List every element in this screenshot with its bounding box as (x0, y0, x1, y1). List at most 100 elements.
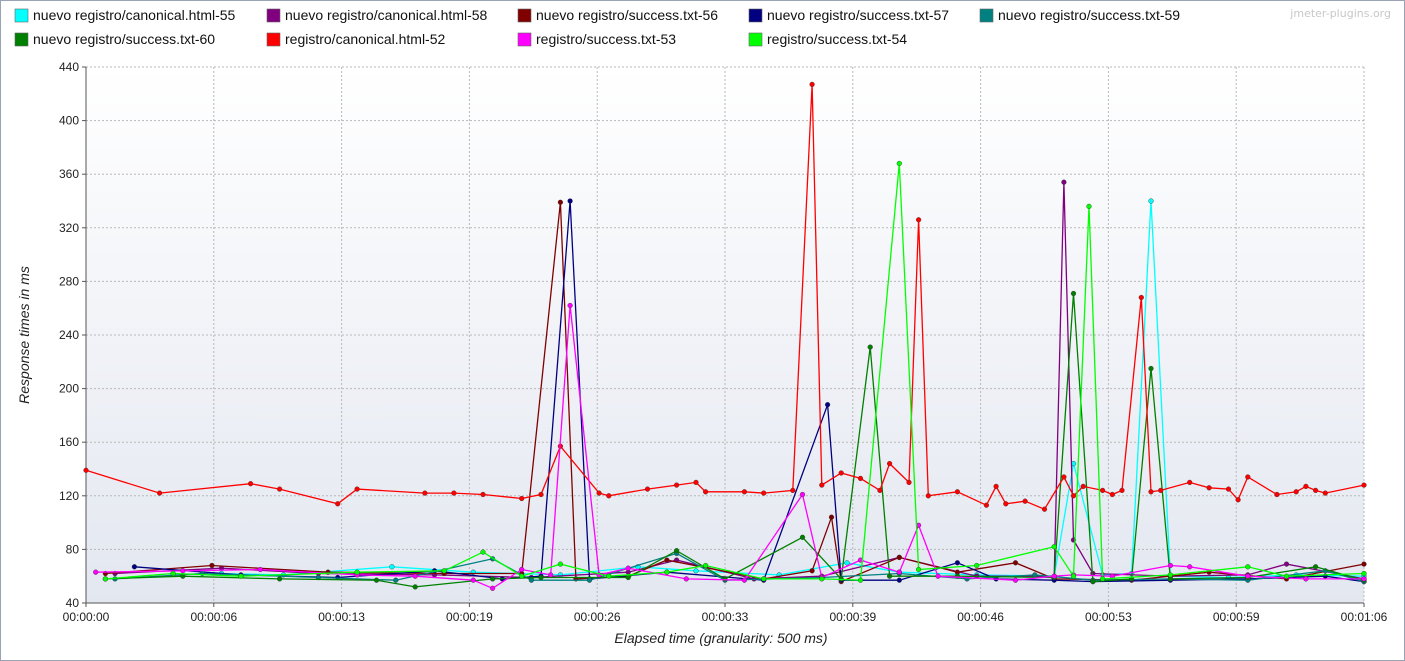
x-tick-label: 00:00:46 (957, 610, 1004, 624)
y-tick-label: 320 (59, 221, 79, 235)
data-point (248, 481, 254, 487)
data-point (702, 562, 709, 569)
y-tick-label: 160 (59, 435, 79, 449)
data-point (1206, 485, 1212, 491)
data-point (1361, 570, 1367, 577)
data-point (896, 577, 902, 583)
data-point (1003, 501, 1009, 507)
data-point (625, 565, 631, 571)
legend-swatch (748, 32, 763, 47)
data-point (1148, 198, 1154, 204)
data-point (1070, 573, 1077, 579)
data-point (857, 577, 864, 583)
data-point (664, 557, 670, 563)
legend-label: nuevo registro/success.txt-56 (536, 7, 718, 23)
data-point (1361, 561, 1367, 567)
data-point (1138, 294, 1144, 301)
data-point (1167, 562, 1174, 569)
data-point (935, 573, 941, 579)
legend-swatch (14, 8, 29, 23)
data-point (538, 574, 544, 581)
data-point (819, 482, 825, 488)
x-tick-label: 00:01:06 (1341, 610, 1388, 624)
data-point (1274, 491, 1280, 498)
data-point (1051, 573, 1057, 579)
data-point (557, 199, 564, 205)
legend-swatch (748, 8, 763, 23)
data-point (896, 160, 902, 167)
data-point (693, 479, 699, 486)
data-point (809, 568, 815, 574)
data-point (480, 549, 486, 555)
data-point (1235, 497, 1241, 503)
y-tick-label: 240 (59, 328, 79, 342)
data-point (702, 489, 709, 495)
data-point (170, 570, 176, 577)
series-group (83, 81, 1367, 512)
gridlines (86, 66, 1365, 603)
legend-label: registro/success.txt-53 (536, 31, 676, 47)
data-point (1090, 578, 1096, 585)
x-tick-label: 00:00:13 (318, 610, 365, 624)
data-point (1012, 577, 1019, 583)
legend-swatch (517, 32, 532, 47)
legend-swatch (266, 32, 281, 47)
data-point (819, 576, 825, 582)
data-point (1225, 486, 1232, 492)
x-tick-label: 00:00:53 (1085, 610, 1132, 624)
data-point (519, 566, 525, 573)
legend-label: nuevo registro/canonical.html-55 (33, 7, 236, 23)
data-point (277, 576, 283, 582)
data-point (1099, 576, 1106, 582)
data-point (983, 502, 990, 508)
legend-swatch (14, 32, 29, 47)
y-tick-label: 40 (66, 596, 80, 610)
x-tick-label: 00:00:26 (574, 610, 621, 624)
data-point (790, 487, 796, 494)
data-point (1070, 290, 1077, 297)
data-point (451, 490, 457, 496)
series-line (105, 293, 1365, 588)
x-tick-label: 00:00:33 (702, 610, 749, 624)
data-point (741, 577, 748, 583)
data-point (896, 569, 902, 575)
data-point (490, 576, 496, 582)
series-line (85, 84, 1365, 511)
legend-label: nuevo registro/success.txt-60 (33, 31, 215, 47)
data-point (567, 302, 573, 309)
data-point (1361, 482, 1367, 488)
data-point (799, 491, 806, 498)
legend-label: nuevo registro/success.txt-57 (767, 7, 949, 23)
data-point (1080, 483, 1086, 490)
data-point (373, 577, 380, 583)
data-point (209, 562, 215, 569)
data-point (673, 482, 680, 488)
data-point (335, 501, 341, 507)
data-point (412, 584, 418, 590)
data-point (906, 479, 912, 486)
data-point (490, 585, 496, 591)
data-point (1099, 487, 1106, 494)
data-point (422, 490, 428, 496)
data-point (238, 573, 244, 579)
series-group (102, 160, 1367, 583)
data-point (974, 562, 980, 569)
legend: nuevo registro/canonical.html-55 nuevo re… (14, 7, 1180, 47)
x-tick-label: 00:00:00 (63, 610, 110, 624)
y-tick-label: 440 (59, 60, 79, 74)
legend-label: nuevo registro/success.txt-59 (998, 7, 1180, 23)
x-tick-label: 00:00:19 (446, 610, 493, 624)
data-point (1158, 487, 1164, 494)
data-point (548, 572, 554, 578)
data-point (277, 486, 283, 492)
y-tick-label: 360 (59, 167, 79, 181)
data-point (1167, 572, 1174, 578)
data-point (809, 81, 815, 88)
data-point (1303, 576, 1309, 582)
data-point (1070, 493, 1077, 499)
series-layer (83, 81, 1367, 591)
data-point (567, 198, 573, 204)
data-point (1187, 564, 1193, 570)
data-point (83, 467, 89, 473)
